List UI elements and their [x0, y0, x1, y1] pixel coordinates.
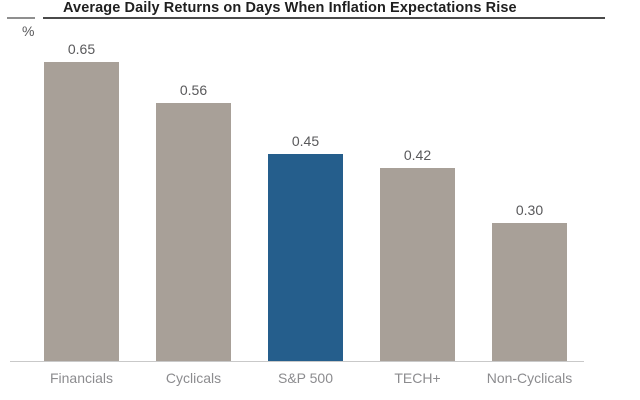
x-axis-line	[10, 361, 584, 362]
bar-s-p-500	[268, 154, 343, 361]
chart-title: Average Daily Returns on Days When Infla…	[63, 0, 517, 16]
category-label-financials: Financials	[49, 370, 114, 386]
bar-value-label-financials: 0.65	[67, 41, 96, 57]
category-label-s-p-500: S&P 500	[277, 370, 333, 386]
title-underline	[43, 17, 605, 19]
bar-tech	[380, 168, 455, 361]
y-axis-unit-label: %	[22, 23, 35, 39]
category-label-tech: TECH+	[394, 370, 441, 386]
bar-value-label-non-cyclicals: 0.30	[515, 202, 544, 218]
bar-cyclicals	[156, 103, 231, 361]
bar-non-cyclicals	[492, 223, 567, 361]
bar-value-label-tech: 0.42	[403, 147, 432, 163]
top-left-rule	[7, 17, 35, 19]
bar-financials	[44, 62, 119, 361]
bar-value-label-s-p-500: 0.45	[291, 133, 320, 149]
category-label-non-cyclicals: Non-Cyclicals	[486, 370, 573, 386]
bar-value-label-cyclicals: 0.56	[179, 82, 208, 98]
category-label-cyclicals: Cyclicals	[165, 370, 222, 386]
